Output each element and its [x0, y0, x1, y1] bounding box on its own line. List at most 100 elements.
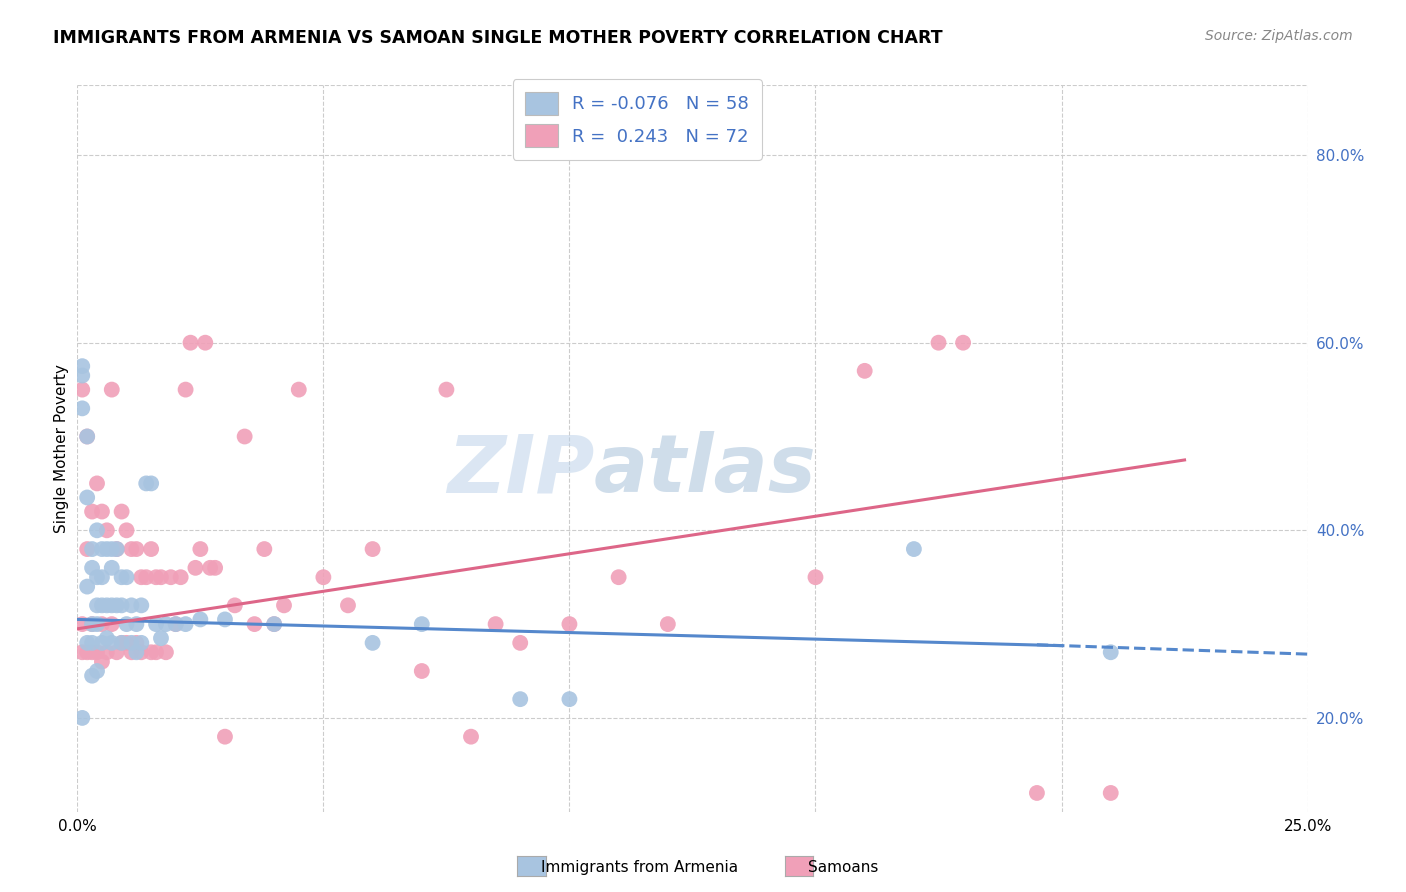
- Point: [101, 561, 124, 575]
- Point: [70, 368, 93, 383]
- Point: [165, 617, 187, 632]
- Point: [485, 617, 508, 632]
- Point: [121, 542, 143, 557]
- Point: [1026, 786, 1049, 800]
- Point: [101, 383, 124, 397]
- Point: [111, 636, 132, 650]
- Point: [190, 612, 212, 626]
- Point: [337, 599, 360, 613]
- Text: IMMIGRANTS FROM ARMENIA VS SAMOAN SINGLE MOTHER POVERTY CORRELATION CHART: IMMIGRANTS FROM ARMENIA VS SAMOAN SINGLE…: [53, 29, 943, 46]
- Point: [1099, 645, 1122, 659]
- Text: atlas: atlas: [595, 431, 817, 509]
- Point: [96, 599, 118, 613]
- Point: [170, 570, 193, 584]
- Point: [86, 524, 108, 538]
- Point: [361, 636, 384, 650]
- Point: [361, 542, 384, 557]
- Point: [263, 617, 285, 632]
- Point: [150, 570, 173, 584]
- Point: [70, 617, 93, 632]
- Point: [253, 542, 276, 557]
- Point: [150, 631, 173, 645]
- Point: [460, 730, 482, 744]
- Point: [200, 561, 222, 575]
- Point: [82, 617, 104, 632]
- Point: [105, 542, 128, 557]
- Point: [90, 542, 114, 557]
- Point: [141, 645, 163, 659]
- Point: [121, 645, 143, 659]
- Point: [288, 383, 311, 397]
- Point: [82, 561, 104, 575]
- Point: [82, 617, 104, 632]
- Point: [70, 711, 93, 725]
- Point: [194, 335, 217, 350]
- Point: [86, 645, 108, 659]
- Point: [1099, 786, 1122, 800]
- Point: [121, 599, 143, 613]
- Point: [105, 645, 128, 659]
- Point: [90, 655, 114, 669]
- Point: [111, 504, 132, 518]
- Point: [558, 617, 581, 632]
- Point: [101, 542, 124, 557]
- Point: [82, 636, 104, 650]
- Point: [312, 570, 335, 584]
- Text: ZIP: ZIP: [447, 431, 595, 509]
- Text: Immigrants from Armenia: Immigrants from Armenia: [541, 860, 738, 874]
- Point: [101, 636, 124, 650]
- Point: [96, 645, 118, 659]
- Point: [141, 476, 163, 491]
- Point: [90, 570, 114, 584]
- Point: [509, 692, 531, 706]
- Point: [558, 692, 581, 706]
- Point: [76, 491, 98, 505]
- Point: [214, 612, 236, 626]
- Point: [115, 617, 138, 632]
- Point: [174, 617, 197, 632]
- Point: [86, 476, 108, 491]
- Point: [204, 561, 226, 575]
- Text: Samoans: Samoans: [808, 860, 879, 874]
- Point: [952, 335, 974, 350]
- Point: [145, 645, 167, 659]
- Point: [125, 645, 148, 659]
- Point: [82, 645, 104, 659]
- Text: Source: ZipAtlas.com: Source: ZipAtlas.com: [1205, 29, 1353, 43]
- Point: [101, 617, 124, 632]
- Point: [70, 383, 93, 397]
- Point: [70, 359, 93, 373]
- Point: [243, 617, 266, 632]
- Point: [115, 636, 138, 650]
- Point: [76, 429, 98, 443]
- Point: [121, 636, 143, 650]
- Point: [125, 542, 148, 557]
- Point: [82, 504, 104, 518]
- Point: [111, 636, 132, 650]
- Point: [76, 542, 98, 557]
- Point: [174, 383, 197, 397]
- Point: [273, 599, 295, 613]
- Point: [76, 580, 98, 594]
- Point: [135, 476, 157, 491]
- Y-axis label: Single Mother Poverty: Single Mother Poverty: [53, 364, 69, 533]
- Point: [86, 599, 108, 613]
- Point: [145, 570, 167, 584]
- Point: [86, 664, 108, 678]
- Point: [76, 645, 98, 659]
- Point: [86, 570, 108, 584]
- Point: [657, 617, 679, 632]
- Point: [96, 524, 118, 538]
- Point: [82, 669, 104, 683]
- Point: [131, 645, 153, 659]
- Point: [111, 570, 132, 584]
- Point: [115, 524, 138, 538]
- Point: [853, 364, 876, 378]
- Point: [105, 542, 128, 557]
- Point: [131, 570, 153, 584]
- Point: [145, 617, 167, 632]
- Point: [214, 730, 236, 744]
- Point: [115, 570, 138, 584]
- Point: [125, 617, 148, 632]
- Point: [86, 617, 108, 632]
